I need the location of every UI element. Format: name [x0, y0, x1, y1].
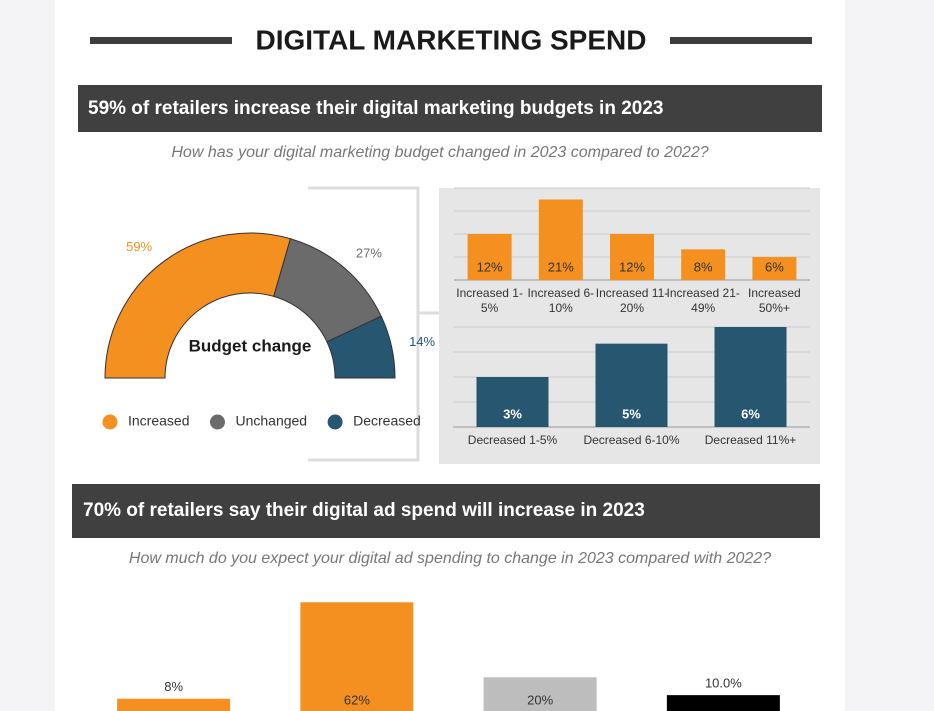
x-tick-label-box: Increased 50%+: [748, 286, 801, 315]
title-rule: [670, 37, 812, 44]
bar: [483, 677, 597, 711]
data-label: 12%: [477, 259, 503, 274]
section-title: 70% of retailers say their digital ad sp…: [83, 500, 645, 521]
legend-label: Unchanged: [235, 413, 307, 429]
bar: [595, 343, 668, 427]
x-tick-label-box: Increased 6-10%: [527, 286, 595, 315]
section-subtitle: How has your digital marketing budget ch…: [171, 144, 708, 161]
x-tick-label: Decreased 11%+: [704, 433, 797, 447]
x-tick-label-box: Increased 1-5%: [456, 286, 523, 315]
x-tick-label-box: Decreased 11%+: [704, 433, 797, 447]
data-label: 3%: [503, 406, 522, 421]
section-subtitle: How much do you expect your digital ad s…: [129, 550, 771, 567]
section-header: [72, 484, 820, 538]
center-label: Budget change: [189, 336, 312, 355]
bar: [714, 327, 787, 427]
section-title: 59% of retailers increase their digital …: [88, 98, 663, 119]
x-tick-label: Increased 50%+: [748, 286, 801, 315]
donut-segment: [326, 315, 396, 379]
data-label: 6%: [765, 259, 784, 274]
bar: [752, 257, 797, 280]
donut-segment: [104, 232, 292, 379]
bar: [681, 249, 726, 280]
bar: [476, 377, 549, 427]
bar: [538, 199, 583, 280]
data-label: 20%: [527, 692, 553, 707]
x-tick-label: Decreased 1-5%: [467, 433, 558, 447]
legend-swatch: [102, 414, 118, 430]
data-label: 8%: [694, 259, 713, 274]
data-label: 62%: [344, 692, 370, 707]
x-tick-label: Increased 21-49%: [666, 286, 740, 315]
bar: [117, 698, 231, 711]
legend-swatch: [327, 414, 343, 430]
data-label: 5%: [622, 406, 641, 421]
data-label: 6%: [741, 406, 760, 421]
legend-label: Increased: [128, 413, 189, 429]
frame: [308, 186, 439, 462]
data-label: 8%: [164, 679, 183, 694]
x-tick-label-box: Decreased 1-5%: [467, 433, 558, 447]
legend-label: Decreased: [353, 413, 421, 429]
section-header: [78, 85, 822, 132]
bar: [300, 602, 414, 711]
bar: [666, 695, 780, 711]
title-rule: [90, 37, 232, 44]
x-tick-label: Increased 11-20%: [595, 286, 669, 315]
x-tick-label-box: Decreased 6-10%: [583, 433, 680, 447]
data-label: 21%: [548, 259, 574, 274]
x-tick-label: Increased 1-5%: [456, 286, 523, 315]
x-tick-label: Decreased 6-10%: [583, 433, 680, 447]
bar: [467, 234, 512, 280]
x-tick-label: Increased 6-10%: [527, 286, 595, 315]
data-label: 59%: [126, 239, 152, 254]
x-tick-label-box: Increased 11-20%: [595, 286, 669, 315]
data-label: 12%: [619, 259, 645, 274]
legend-swatch: [209, 414, 225, 430]
x-tick-label-box: Increased 21-49%: [666, 286, 740, 315]
page-title: DIGITAL MARKETING SPEND: [256, 24, 647, 55]
bar: [610, 234, 654, 280]
data-label: 27%: [356, 245, 382, 260]
data-label: 10.0%: [705, 676, 742, 691]
data-label: 14%: [409, 334, 435, 349]
